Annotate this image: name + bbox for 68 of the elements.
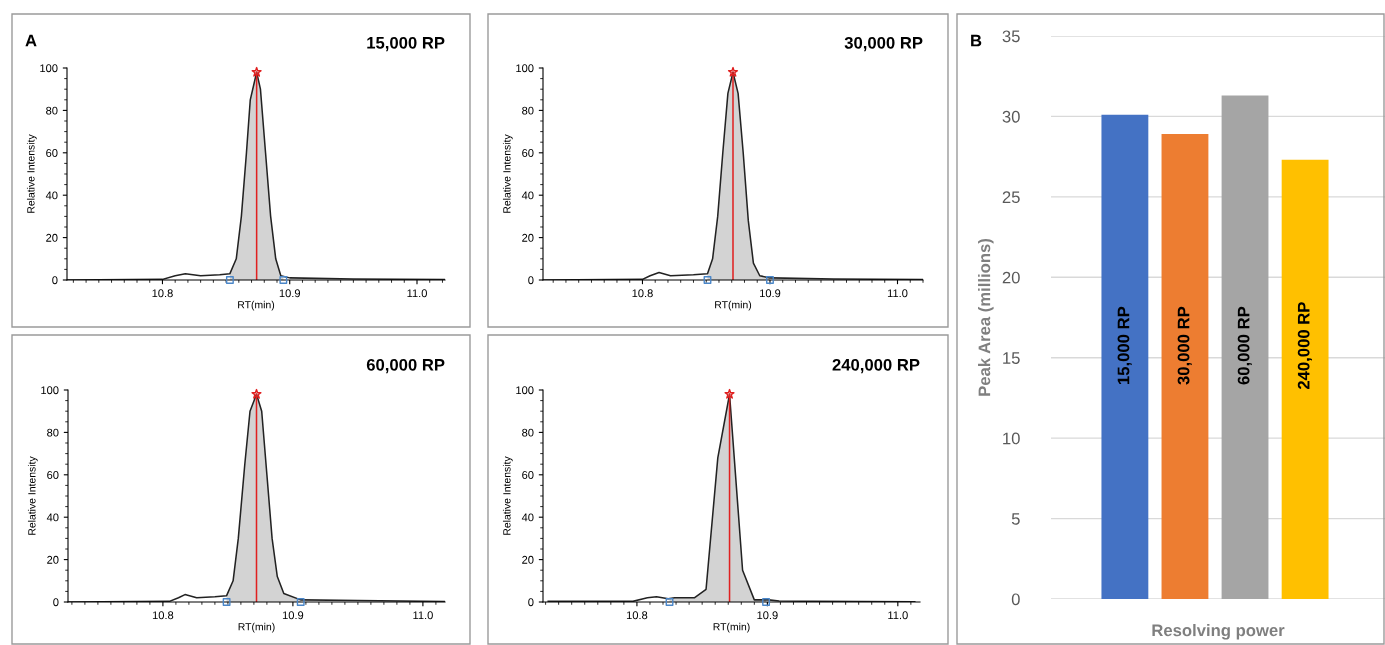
y-tick-label: 80 [522, 428, 534, 437]
y-tick-label: 40 [45, 191, 58, 200]
y-tick-label: 0 [53, 598, 59, 607]
y-tick-label: 60 [47, 471, 59, 479]
y-tick-label: 0 [1011, 593, 1020, 606]
x-axis-title: RT(min) [238, 300, 275, 311]
y-tick-label: 100 [516, 386, 534, 395]
y-axis-title: Relative Intensity [26, 134, 37, 213]
y-tick-label: 40 [521, 191, 534, 200]
y-tick-label: 15 [1003, 352, 1020, 364]
x-tick-label: 11.0 [407, 289, 427, 298]
y-tick-label: 20 [47, 555, 59, 564]
y-tick-label: 35 [1002, 30, 1020, 43]
y-tick-label: 60 [522, 149, 534, 157]
x-axis-title: RT(min) [713, 622, 750, 633]
y-tick-label: 40 [521, 513, 534, 522]
y-tick-label: 80 [46, 106, 58, 115]
category-label: 60,000 RP [1237, 306, 1252, 385]
x-tick-label: 10.9 [279, 289, 301, 298]
y-tick-label: 60 [46, 149, 58, 157]
x-axis-title: RT(min) [238, 622, 275, 633]
y-tick-label: 5 [1011, 513, 1020, 525]
y-tick-label: 40 [46, 513, 59, 522]
category-label: 15,000 RP [1117, 306, 1132, 384]
y-tick-label: 25 [1002, 191, 1020, 204]
text: A [25, 34, 37, 47]
x-tick-label: 10.8 [152, 289, 173, 298]
text: B [971, 34, 982, 47]
bar [1281, 159, 1329, 599]
x-tick-label: 10.9 [282, 611, 304, 620]
x-tick-label: 10.8 [152, 611, 174, 620]
y-axis-title: Relative Intensity [502, 134, 513, 213]
bar [1161, 134, 1209, 599]
y-tick-label: 100 [40, 64, 58, 73]
x-tick-label: 10.8 [632, 289, 653, 298]
x-axis-title: RT(min) [715, 300, 752, 311]
y-tick-label: 20 [1002, 271, 1020, 284]
category-label: 30,000 RP [1177, 306, 1192, 385]
chart-title: 30,000 RP [844, 36, 923, 52]
y-tick-label: 0 [52, 276, 58, 285]
y-tick-label: 80 [522, 106, 534, 115]
y-axis-title: Peak Area (millions) [978, 238, 994, 396]
y-tick-label: 100 [41, 386, 59, 395]
x-tick-label: 11.0 [887, 289, 908, 298]
y-tick-label: 20 [522, 233, 534, 242]
y-tick-label: 100 [516, 64, 534, 73]
y-tick-label: 60 [522, 471, 534, 479]
chart-title: 240,000 RP [832, 358, 920, 374]
bar [1221, 95, 1269, 599]
x-tick-label: 10.8 [626, 611, 648, 620]
x-tick-label: 11.0 [888, 611, 908, 620]
bar [1101, 114, 1149, 599]
y-tick-label: 10 [1003, 432, 1020, 445]
category-label: 240,000 RP [1297, 302, 1312, 390]
x-tick-label: 10.9 [757, 611, 778, 620]
y-tick-label: 80 [47, 428, 59, 437]
x-tick-label: 11.0 [413, 611, 433, 620]
y-tick-label: 20 [522, 555, 534, 564]
y-axis-title: Relative Intensity [502, 456, 513, 535]
x-axis-title: Resolving power [1152, 624, 1285, 640]
y-tick-label: 20 [46, 233, 58, 242]
y-tick-label: 0 [528, 598, 534, 607]
x-tick-label: 10.9 [760, 289, 781, 298]
chart-title: 60,000 RP [366, 358, 445, 374]
y-tick-label: 0 [528, 276, 534, 285]
y-tick-label: 30 [1002, 110, 1020, 123]
y-axis-title: Relative Intensity [27, 456, 38, 535]
chart-title: 15,000 RP [367, 36, 445, 52]
